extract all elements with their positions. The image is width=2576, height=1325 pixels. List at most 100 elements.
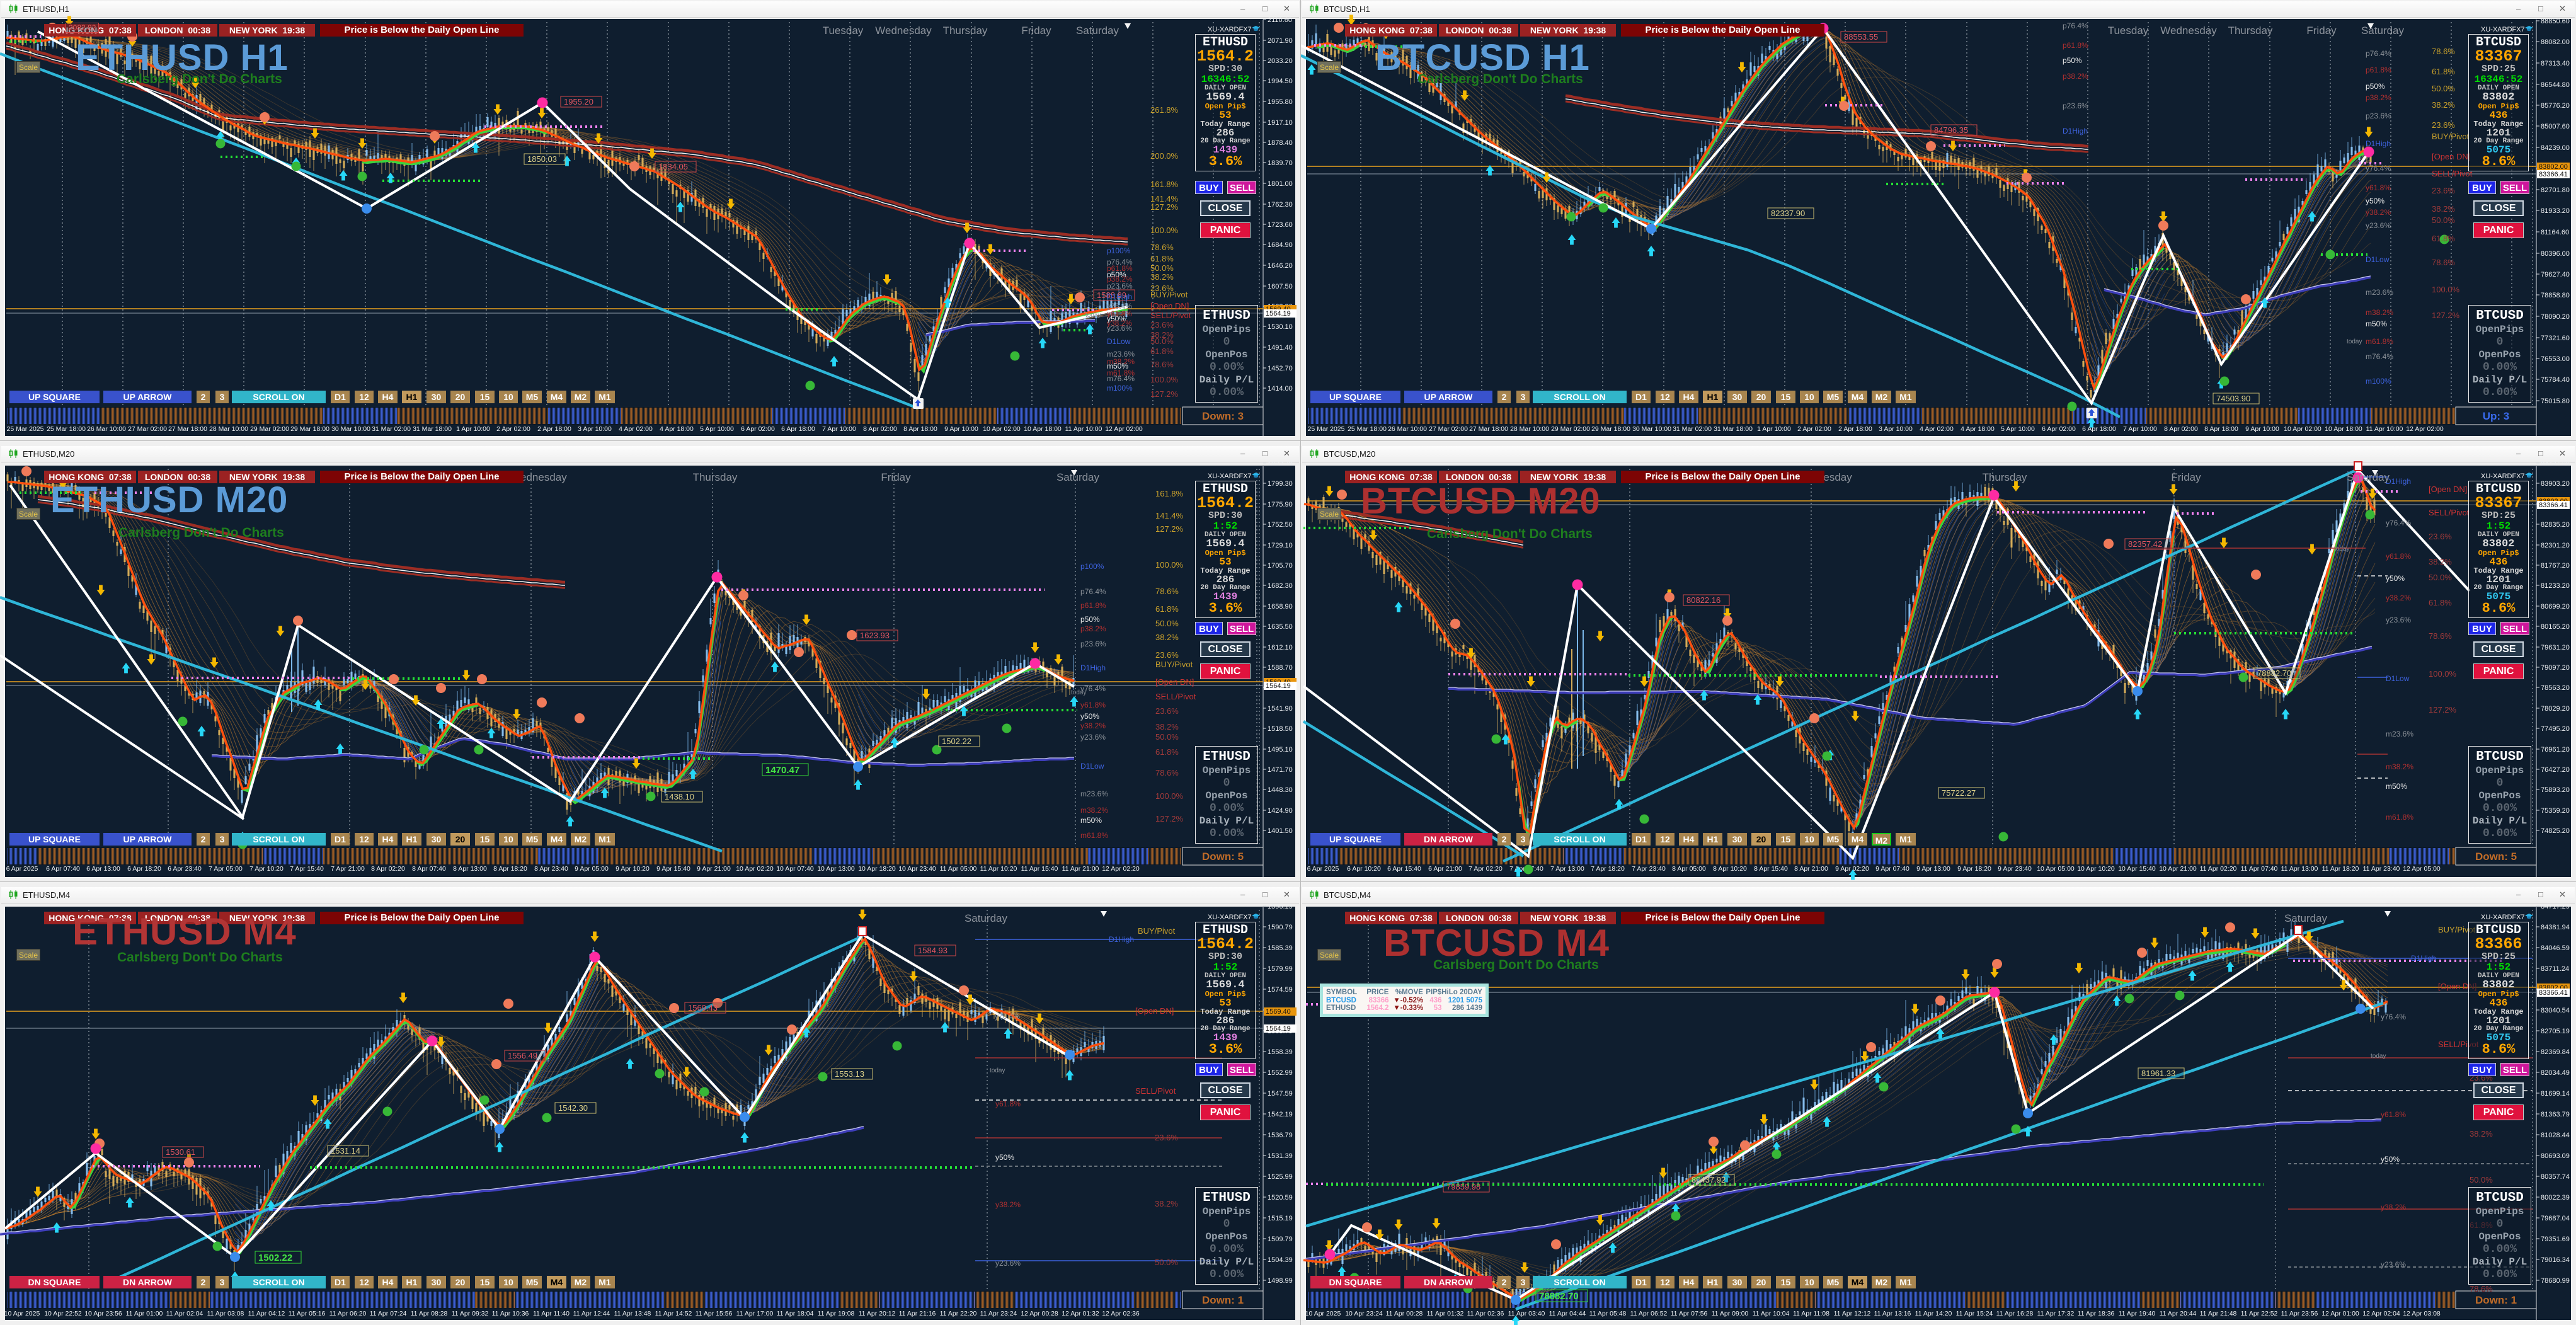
svg-text:127.2%: 127.2% [2432,311,2460,320]
svg-text:78029.20: 78029.20 [2541,705,2570,713]
svg-text:10 Apr 15:40: 10 Apr 15:40 [2118,865,2156,873]
svg-text:1574.59: 1574.59 [1268,986,1293,994]
svg-text:SELL/Pivot: SELL/Pivot [2432,169,2473,178]
svg-text:76553.00: 76553.00 [2541,355,2570,363]
svg-text:1775.90: 1775.90 [1268,501,1293,508]
svg-text:1424.90: 1424.90 [1268,807,1293,815]
svg-text:9 Apr 02:20: 9 Apr 02:20 [1835,865,1869,873]
svg-text:SELL/Pivot: SELL/Pivot [1150,311,1191,320]
svg-text:D1Low: D1Low [1107,337,1131,346]
svg-text:4 Apr 18:00: 4 Apr 18:00 [660,425,694,433]
svg-text:11 Apr 03:08: 11 Apr 03:08 [207,1310,244,1317]
svg-text:1509.79: 1509.79 [1268,1236,1293,1243]
svg-text:11 Apr 06:52: 11 Apr 06:52 [1630,1310,1668,1317]
svg-text:38.2%: 38.2% [2429,557,2452,566]
svg-text:83711.24: 83711.24 [2541,965,2569,973]
svg-text:79631.20: 79631.20 [2541,644,2570,651]
svg-text:m50%: m50% [1107,362,1128,370]
svg-text:9 Apr 10:00: 9 Apr 10:00 [944,425,978,433]
svg-text:11 Apr 10:20: 11 Apr 10:20 [980,865,1017,873]
svg-text:78.6%: 78.6% [2470,1284,2493,1293]
svg-text:81363.79: 81363.79 [2541,1111,2570,1118]
svg-text:10 Apr 02:00: 10 Apr 02:00 [2284,425,2321,433]
svg-text:1498.99: 1498.99 [1268,1277,1293,1285]
svg-text:1525.99: 1525.99 [1268,1173,1293,1181]
svg-text:11 Apr 14:52: 11 Apr 14:52 [655,1310,692,1317]
svg-text:m38.2%: m38.2% [1080,806,1108,815]
svg-text:75784.40: 75784.40 [2541,376,2570,384]
svg-text:84437.20: 84437.20 [2541,460,2570,467]
svg-text:10 Apr 18:00: 10 Apr 18:00 [1024,425,1062,433]
svg-text:12 Apr 00:28: 12 Apr 00:28 [1021,1310,1058,1317]
svg-text:8 Apr 13:00: 8 Apr 13:00 [453,865,487,873]
svg-text:8 Apr 18:00: 8 Apr 18:00 [2204,425,2238,433]
svg-text:y61.8%: y61.8% [1080,701,1106,709]
svg-text:27 Mar 02:00: 27 Mar 02:00 [128,425,167,433]
svg-text:61.8%: 61.8% [2432,234,2455,243]
svg-text:78680.99: 78680.99 [2541,1277,2570,1285]
svg-text:8 Apr 10:20: 8 Apr 10:20 [1713,865,1747,873]
svg-text:11 Apr 10:00: 11 Apr 10:00 [2366,425,2403,433]
svg-text:1588.69: 1588.69 [1097,290,1126,300]
svg-text:11 Apr 06:20: 11 Apr 06:20 [329,1310,367,1317]
svg-text:81699.14: 81699.14 [2541,1090,2570,1098]
svg-text:38.2%: 38.2% [2432,100,2455,110]
svg-text:38.2%: 38.2% [2432,204,2455,214]
svg-text:127.2%: 127.2% [2429,705,2457,714]
svg-text:today: today [1085,312,1101,319]
svg-text:38.2%: 38.2% [1155,633,1179,642]
svg-text:83366.41: 83366.41 [2539,502,2568,509]
svg-text:11 Apr 15:40: 11 Apr 15:40 [1021,865,1058,873]
svg-text:11 Apr 01:00: 11 Apr 01:00 [126,1310,163,1317]
svg-text:61.8%: 61.8% [1150,347,1174,356]
svg-text:y76.4%: y76.4% [2386,519,2411,527]
svg-text:1762.30: 1762.30 [1268,201,1293,209]
svg-text:25 Mar 18:00: 25 Mar 18:00 [47,425,86,433]
svg-text:m100%: m100% [2366,377,2391,386]
svg-text:9 Apr 18:20: 9 Apr 18:20 [1957,865,1991,873]
svg-text:1834.05: 1834.05 [658,162,688,171]
svg-text:1590.79: 1590.79 [1268,924,1293,931]
svg-text:1564.19: 1564.19 [1266,682,1291,690]
svg-text:p76.4%: p76.4% [2063,21,2088,30]
svg-text:38.2%: 38.2% [1155,1199,1178,1208]
svg-text:y61.8%: y61.8% [2386,552,2411,561]
svg-text:SELL/Pivot: SELL/Pivot [2429,508,2470,517]
svg-text:1752.50: 1752.50 [1268,521,1293,529]
svg-text:3 Apr 10:00: 3 Apr 10:00 [1879,425,1913,433]
svg-text:y76.4%: y76.4% [2381,1012,2406,1021]
svg-text:y50%: y50% [995,1153,1014,1162]
svg-text:y76.4%: y76.4% [1107,302,1132,311]
svg-text:11 Apr 12:44: 11 Apr 12:44 [573,1310,610,1317]
svg-text:p50%: p50% [1107,270,1126,279]
svg-text:y23.6%: y23.6% [2386,616,2411,624]
svg-text:1564.19: 1564.19 [1266,1025,1291,1033]
svg-text:1607.50: 1607.50 [1268,283,1293,290]
svg-text:11 Apr 20:12: 11 Apr 20:12 [859,1310,896,1317]
svg-text:11 Apr 17:00: 11 Apr 17:00 [736,1310,774,1317]
svg-text:84381.94: 84381.94 [2541,924,2570,931]
svg-text:80822.16: 80822.16 [1686,595,1720,605]
svg-text:83802.00: 83802.00 [2539,163,2568,171]
svg-text:50.0%: 50.0% [2429,573,2452,582]
svg-text:80693.09: 80693.09 [2541,1152,2570,1160]
svg-text:1448.30: 1448.30 [1268,786,1293,794]
svg-text:88553.55: 88553.55 [1844,32,1878,42]
svg-text:50.0%: 50.0% [1155,732,1179,742]
svg-text:11 Apr 05:48: 11 Apr 05:48 [1589,1310,1627,1317]
svg-text:1584.93: 1584.93 [918,946,947,955]
svg-text:1495.10: 1495.10 [1268,746,1293,754]
svg-text:50.0%: 50.0% [2432,84,2455,93]
svg-text:28 Mar 10:00: 28 Mar 10:00 [209,425,248,433]
svg-text:6 Apr 15:40: 6 Apr 15:40 [1387,865,1421,873]
svg-text:84796.35: 84796.35 [1934,125,1968,135]
svg-text:1612.10: 1612.10 [1268,644,1293,651]
svg-text:11 Apr 02:20: 11 Apr 02:20 [2200,865,2237,873]
svg-text:83040.54: 83040.54 [2541,1007,2570,1014]
svg-text:11 Apr 10:00: 11 Apr 10:00 [1065,425,1102,433]
svg-text:m23.6%: m23.6% [2386,730,2413,738]
svg-text:2 Apr 18:00: 2 Apr 18:00 [1838,425,1872,433]
svg-text:11 Apr 07:40: 11 Apr 07:40 [2241,865,2278,873]
svg-text:29 Mar 18:00: 29 Mar 18:00 [290,425,329,433]
svg-text:38.2%: 38.2% [2470,1129,2493,1139]
